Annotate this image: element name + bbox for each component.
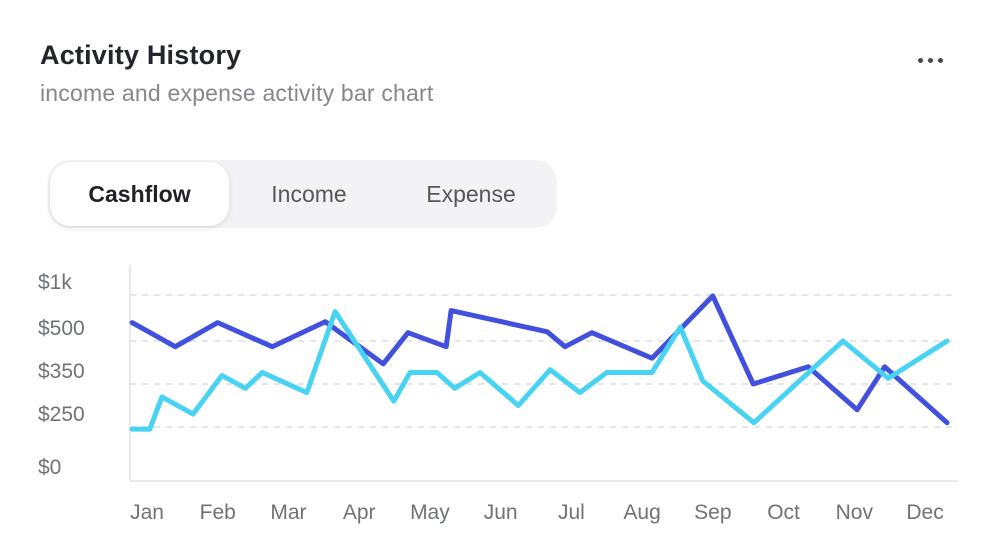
page-title: Activity History (40, 40, 242, 70)
x-axis-month-label: Apr (343, 501, 376, 524)
x-axis-month-label: Mar (270, 501, 306, 524)
x-axis-month-label: Oct (767, 501, 800, 524)
tab-expense[interactable]: Expense (389, 162, 553, 226)
ellipsis-icon (927, 57, 933, 63)
tab-income[interactable]: Income (229, 162, 389, 226)
x-axis-month-label: Aug (623, 501, 660, 524)
x-axis-month-label: Feb (200, 501, 236, 524)
x-axis-month-label: Dec (906, 501, 943, 524)
x-axis-month-label: Sep (694, 501, 731, 524)
ellipsis-icon (917, 57, 923, 63)
x-axis-month-label: Nov (836, 501, 874, 524)
line-chart-svg: $1k $500 $350 $250 $0 Jan Feb Mar Apr May Jun Jul Au… (38, 265, 958, 524)
tab-cashflow[interactable]: Cashflow (50, 162, 229, 226)
y-axis-tick-label: $350 (38, 360, 85, 383)
ellipsis-icon (937, 57, 943, 63)
page-subtitle: income and expense activity bar chart (40, 80, 434, 106)
x-axis-month-label: Jul (558, 501, 585, 524)
y-axis-tick-label: $1k (38, 271, 72, 294)
y-axis-tick-label: $250 (38, 403, 85, 426)
y-axis-tick-label: $0 (38, 456, 61, 479)
chart-mode-tabs: Cashflow Income Expense (48, 160, 557, 228)
y-axis-tick-label: $500 (38, 317, 85, 340)
ellipsis-menu-button[interactable] (910, 48, 950, 72)
activity-line-chart: $1k $500 $350 $250 $0 Jan Feb Mar Apr May Jun Jul Au… (0, 244, 992, 544)
card-header: Activity History income and expense acti… (40, 40, 434, 107)
series-line-income (129, 293, 950, 426)
x-axis-month-label: Jan (130, 501, 164, 524)
series-line-expense (129, 309, 950, 432)
x-axis-month-label: Jun (484, 501, 518, 524)
x-axis-month-label: May (410, 501, 450, 524)
